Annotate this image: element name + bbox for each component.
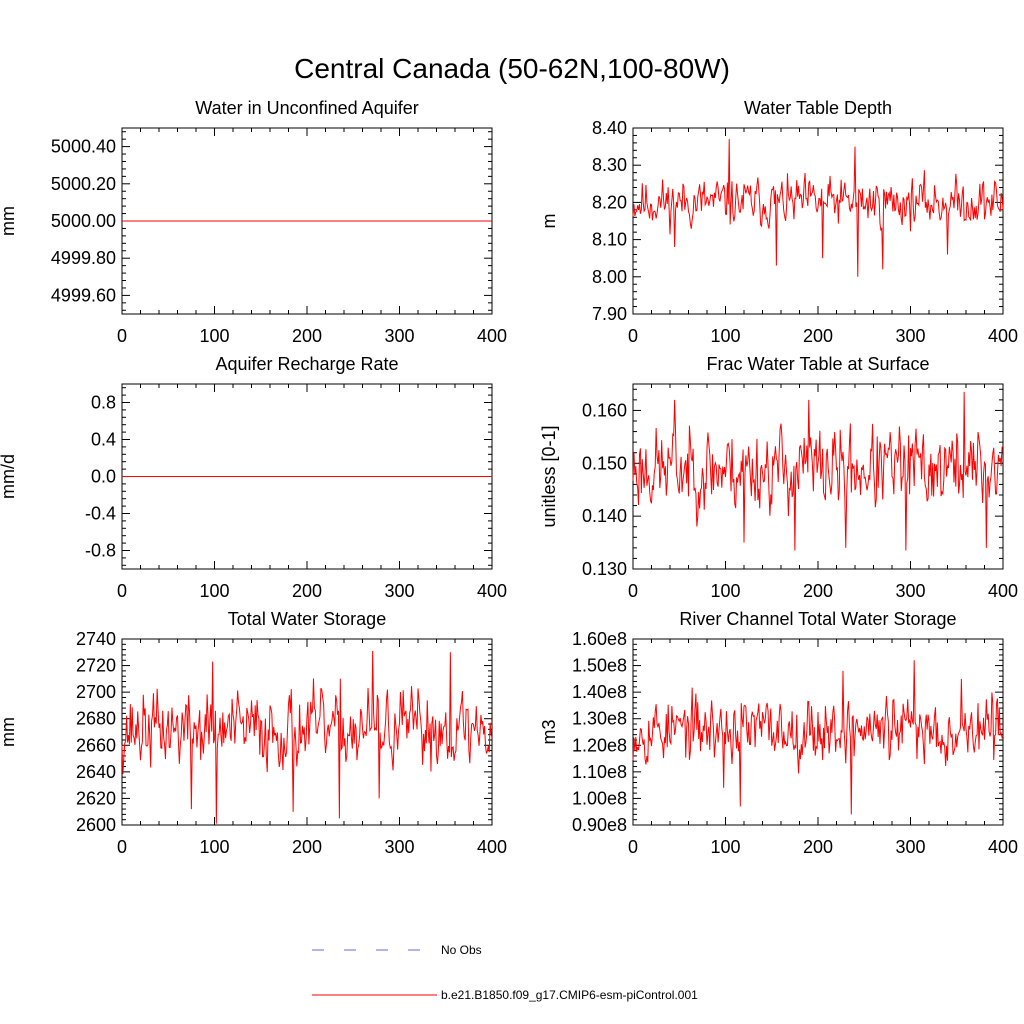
x-tick-label: 300: [384, 581, 414, 601]
x-tick-label: 100: [710, 326, 740, 346]
y-tick-label: 8.40: [592, 118, 627, 138]
x-tick-label: 300: [384, 837, 414, 857]
plot-frame: [121, 638, 493, 826]
panel-1: Water in Unconfined Aquifer mm 0 100 200 300 4…: [0, 98, 507, 346]
y-tick-label: 1.60e8: [572, 629, 627, 649]
x-tick-label: 300: [384, 326, 414, 346]
y-tick-label: 8.10: [592, 230, 627, 250]
x-tick-label: 400: [988, 581, 1018, 601]
series-line: [632, 660, 1004, 815]
y-axis-label: mm: [0, 717, 18, 747]
y-tick-label: 5000.00: [51, 211, 116, 231]
x-tick-label: 200: [803, 837, 833, 857]
x-tick-label: 300: [895, 837, 925, 857]
y-tick-label: 2620: [76, 788, 116, 808]
panel-title: Aquifer Recharge Rate: [215, 354, 398, 374]
y-tick-label: 1.20e8: [572, 735, 627, 755]
panel-3: Aquifer Recharge Rate mm/d 0 100 200 300 400 -0…: [0, 354, 507, 601]
legend: No Obs b.e21.B1850.f09_g17.CMIP6-esm-piC…: [312, 943, 698, 1002]
x-tick-label: 0: [628, 581, 638, 601]
legend-entry-no-obs: No Obs: [312, 943, 482, 957]
x-tick-label: 200: [292, 326, 322, 346]
y-axis-label: unitless [0-1]: [539, 425, 559, 527]
y-tick-label: 2720: [76, 656, 116, 676]
y-tick-label: 0.130: [582, 559, 627, 579]
y-tick-label: 0.150: [582, 453, 627, 473]
x-tick-label: 200: [292, 581, 322, 601]
y-tick-label: -0.8: [85, 541, 116, 561]
y-tick-label: 0.140: [582, 506, 627, 526]
series-line: [121, 650, 493, 824]
y-axis-label: m3: [539, 719, 559, 744]
panels: Water in Unconfined Aquifer mm 0 100 200 300 4…: [0, 98, 1018, 857]
panel-6: River Channel Total Water Storage m3 0 100 2…: [539, 609, 1018, 857]
legend-label-no-obs: No Obs: [441, 943, 482, 957]
x-tick-label: 100: [199, 581, 229, 601]
y-tick-label: 2640: [76, 762, 116, 782]
y-tick-label: 2600: [76, 815, 116, 835]
y-tick-label: 0.8: [91, 393, 116, 413]
plot-frame: [632, 127, 1004, 315]
x-tick-label: 0: [628, 326, 638, 346]
x-tick-label: 400: [988, 837, 1018, 857]
x-tick-label: 0: [628, 837, 638, 857]
y-tick-label: -0.4: [85, 504, 116, 524]
x-tick-label: 400: [477, 837, 507, 857]
y-tick-label: 7.90: [592, 304, 627, 324]
y-tick-label: 2660: [76, 735, 116, 755]
y-tick-label: 5000.20: [51, 174, 116, 194]
x-tick-label: 100: [199, 326, 229, 346]
y-tick-label: 2740: [76, 629, 116, 649]
x-tick-label: 300: [895, 326, 925, 346]
y-axis-label: m: [539, 214, 559, 229]
y-tick-label: 2680: [76, 709, 116, 729]
y-tick-label: 8.20: [592, 192, 627, 212]
x-tick-label: 0: [117, 837, 127, 857]
y-tick-label: 1.30e8: [572, 709, 627, 729]
y-tick-label: 0.90e8: [572, 815, 627, 835]
x-tick-label: 0: [117, 326, 127, 346]
y-tick-label: 5000.40: [51, 137, 116, 157]
series-line: [632, 139, 1004, 277]
y-axis-label: mm: [0, 206, 18, 236]
y-tick-label: 4999.60: [51, 285, 116, 305]
x-tick-label: 200: [803, 326, 833, 346]
y-tick-label: 1.10e8: [572, 762, 627, 782]
panel-2: Water Table Depth m 0 100 200 300 400 7.90 8.00 8…: [539, 98, 1018, 346]
panel-4: Frac Water Table at Surface unitless [0-1…: [539, 354, 1018, 601]
y-tick-label: 2700: [76, 682, 116, 702]
x-tick-label: 100: [710, 581, 740, 601]
legend-label-model-run: b.e21.B1850.f09_g17.CMIP6-esm-piControl.…: [441, 988, 698, 1002]
x-tick-label: 200: [803, 581, 833, 601]
x-tick-label: 400: [988, 326, 1018, 346]
x-tick-label: 400: [477, 581, 507, 601]
x-tick-label: 400: [477, 326, 507, 346]
y-tick-label: 0.0: [91, 467, 116, 487]
y-tick-label: 0.160: [582, 400, 627, 420]
panel-title: Total Water Storage: [228, 609, 386, 629]
x-tick-label: 100: [199, 837, 229, 857]
y-tick-label: 0.4: [91, 430, 116, 450]
x-tick-label: 200: [292, 837, 322, 857]
y-tick-label: 8.00: [592, 267, 627, 287]
panel-title: River Channel Total Water Storage: [679, 609, 956, 629]
x-tick-label: 0: [117, 581, 127, 601]
y-tick-label: 1.00e8: [572, 788, 627, 808]
figure-title: Central Canada (50-62N,100-80W): [294, 53, 730, 84]
y-tick-label: 1.50e8: [572, 656, 627, 676]
series-line: [632, 391, 1004, 551]
x-tick-label: 300: [895, 581, 925, 601]
y-tick-label: 1.40e8: [572, 682, 627, 702]
panel-title: Water Table Depth: [744, 98, 892, 118]
panel-title: Frac Water Table at Surface: [706, 354, 929, 374]
panel-5: Total Water Storage mm 0 100 200 300 400 2600 26…: [0, 609, 507, 857]
panel-title: Water in Unconfined Aquifer: [195, 98, 418, 118]
y-tick-label: 4999.80: [51, 248, 116, 268]
y-axis-label: mm/d: [0, 454, 18, 499]
x-tick-label: 100: [710, 837, 740, 857]
y-tick-label: 8.30: [592, 155, 627, 175]
legend-entry-model-run: b.e21.B1850.f09_g17.CMIP6-esm-piControl.…: [312, 988, 698, 1002]
